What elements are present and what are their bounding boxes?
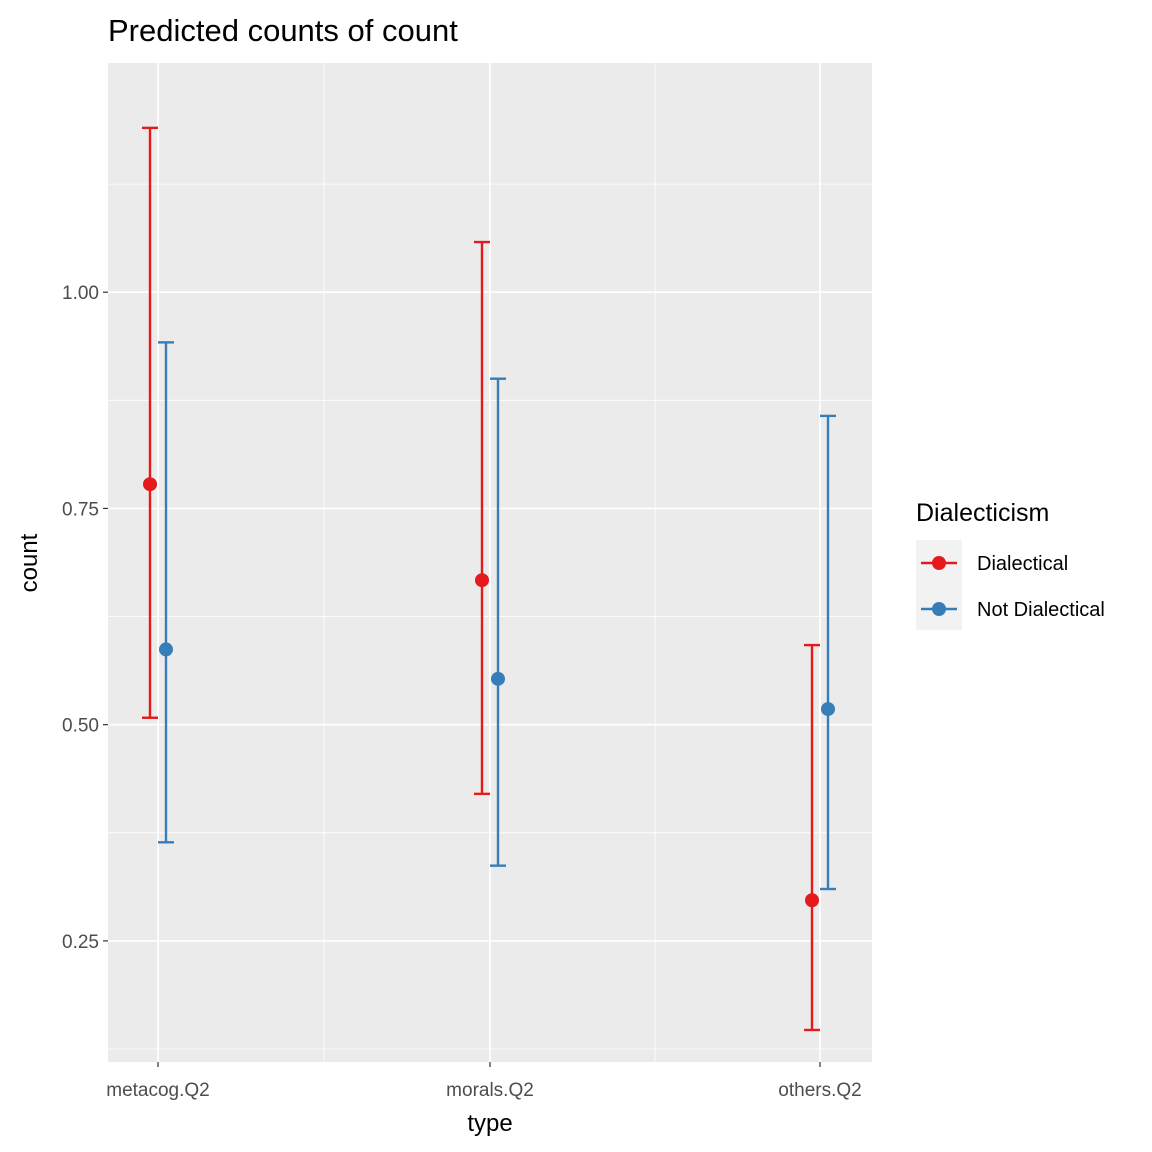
- data-point: [475, 573, 489, 588]
- chart-title: Predicted counts of count: [108, 13, 458, 48]
- x-tick-label: morals.Q2: [446, 1080, 534, 1101]
- y-tick-label: 0.50: [62, 716, 99, 737]
- legend-key-background: [916, 540, 962, 630]
- grid-major: [108, 63, 872, 1062]
- legend-title: Dialecticism: [916, 499, 1049, 527]
- legend-label: Not Dialectical: [977, 599, 1105, 621]
- data-point: [821, 702, 835, 717]
- legend-key-point: [932, 556, 946, 570]
- data-point: [143, 477, 157, 492]
- data-point: [805, 893, 819, 908]
- legend-label: Dialectical: [977, 553, 1068, 575]
- x-tick-label: others.Q2: [778, 1080, 861, 1101]
- data-point: [159, 642, 173, 657]
- x-axis: metacog.Q2 morals.Q2 others.Q2: [106, 1062, 862, 1101]
- legend-items: Dialectical Not Dialectical: [921, 553, 1105, 621]
- y-tick-label: 0.75: [62, 499, 99, 520]
- x-axis-title: type: [467, 1110, 512, 1137]
- data-point: [491, 671, 505, 686]
- y-tick-label: 1.00: [62, 283, 99, 304]
- y-axis-title: count: [16, 533, 43, 592]
- y-tick-label: 0.25: [62, 932, 99, 953]
- legend: Dialecticism Dialectical Not Dialectical: [916, 499, 1105, 630]
- x-tick-label: metacog.Q2: [106, 1080, 210, 1101]
- legend-key-point: [932, 602, 946, 616]
- data-marks: [142, 126, 836, 1032]
- y-axis: 0.25 0.50 0.75 1.00: [62, 283, 108, 953]
